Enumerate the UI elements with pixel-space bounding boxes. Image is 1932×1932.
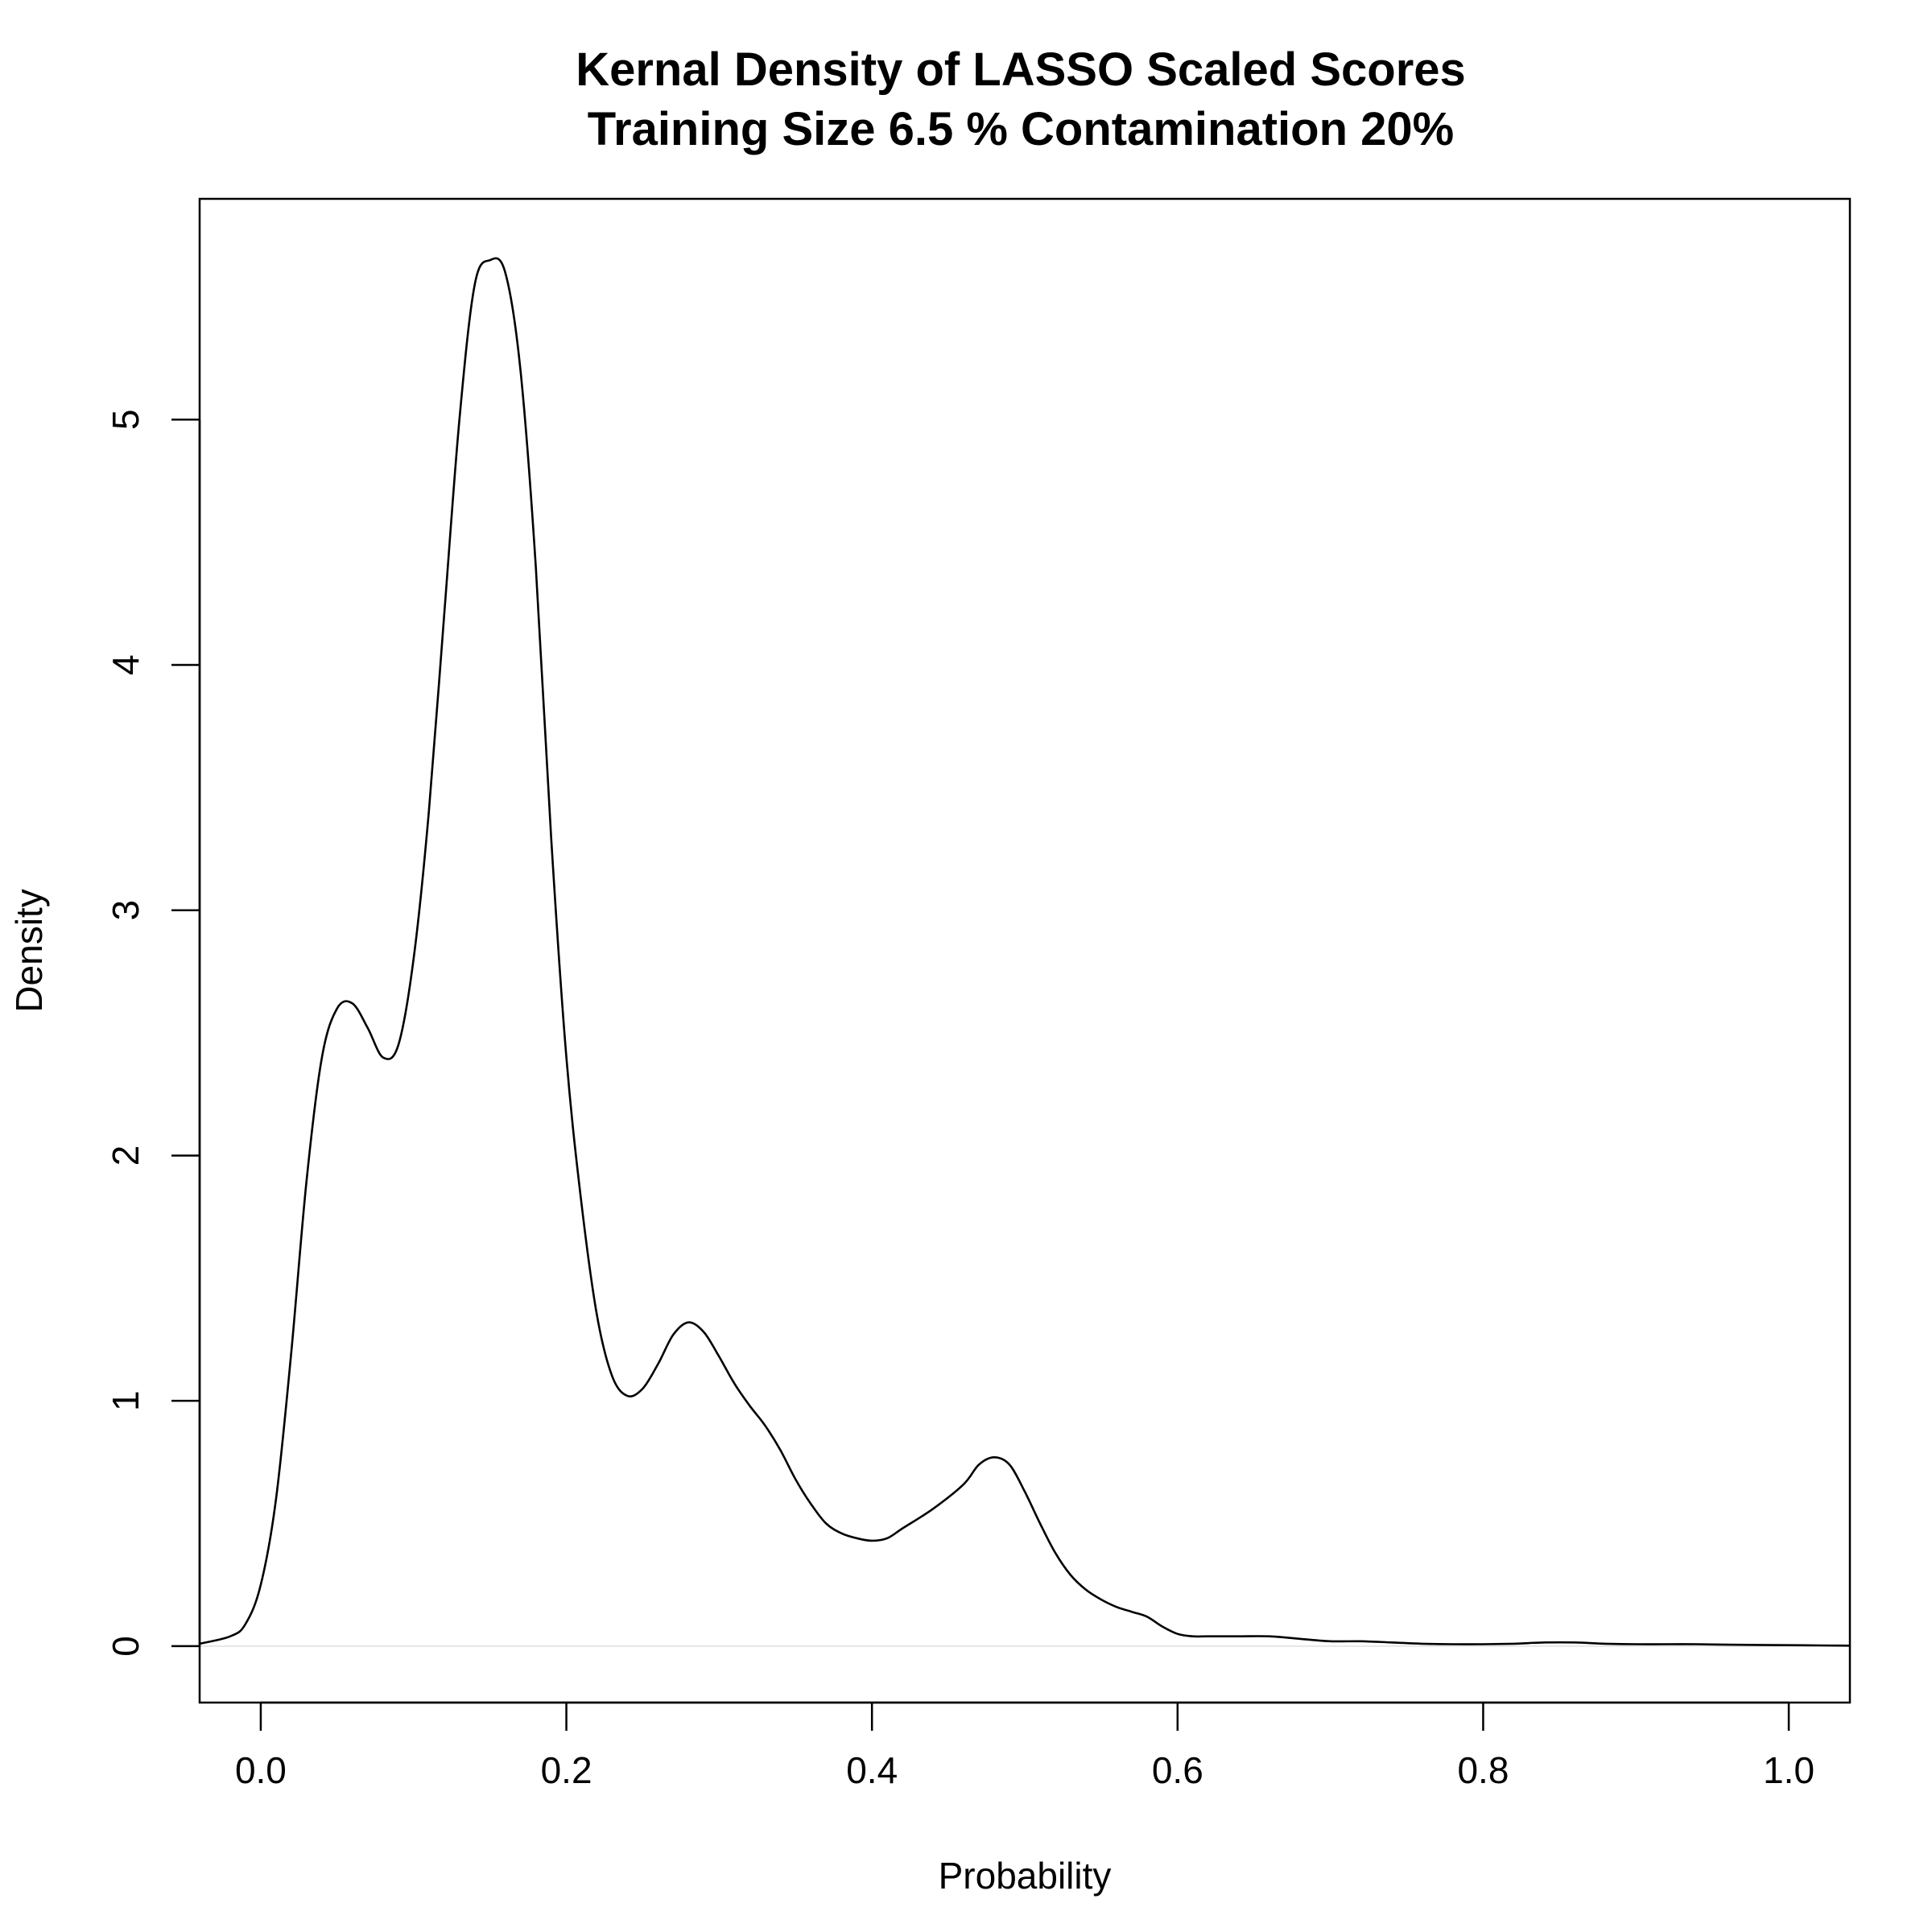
y-tick-label: 4: [105, 654, 147, 675]
x-tick-label: 0.4: [846, 1749, 898, 1791]
plot-frame: [198, 197, 1852, 1704]
chart-subtitle: Training Size 6.5 % Contamination 20%: [588, 103, 1454, 155]
x-tick-label: 1.0: [1763, 1749, 1814, 1791]
chart-title: Kernal Density of LASSO Scaled Scores: [576, 43, 1466, 96]
x-tick-label: 0.2: [541, 1749, 592, 1791]
y-tick-label: 1: [105, 1390, 147, 1411]
y-axis-label: Density: [8, 889, 50, 1012]
y-tick-label: 5: [105, 409, 147, 430]
y-tick-label: 0: [105, 1636, 147, 1657]
x-tick-label: 0.6: [1152, 1749, 1203, 1791]
y-tick-label: 3: [105, 900, 147, 921]
x-axis: 0.0 0.2 0.4 0.6 0.8 1.0: [235, 1701, 1814, 1791]
y-tick-label: 2: [105, 1146, 147, 1166]
curve-layer: [199, 257, 1851, 1647]
y-axis: 0 1 2 3 4 5: [105, 409, 201, 1657]
x-tick-label: 0.8: [1457, 1749, 1509, 1791]
x-tick-label: 0.0: [235, 1749, 287, 1791]
x-axis-label: Probability: [939, 1855, 1112, 1897]
density-curve-0: [199, 257, 1851, 1647]
